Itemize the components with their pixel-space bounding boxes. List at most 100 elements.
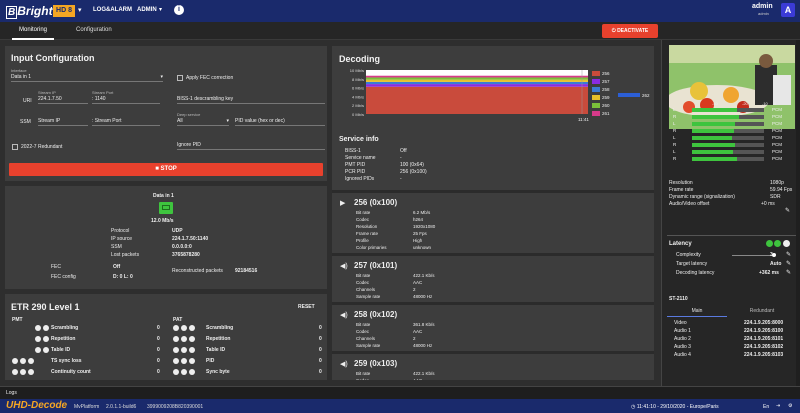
video-camera-icon: ▶ <box>340 200 346 207</box>
video-info-key: Resolution <box>669 180 693 186</box>
latency-title: Latency <box>669 241 692 247</box>
export-icon[interactable]: ⇥ <box>776 403 781 409</box>
meter-unit: PCM <box>772 142 782 147</box>
legend-label: 256 <box>602 71 610 76</box>
chevron-down-icon[interactable]: ▾ <box>78 7 82 14</box>
stream-key: Channels <box>356 336 376 341</box>
footer-version: 2.0.1.1-build6 <box>106 404 137 410</box>
st2110-value: 224.1.9.205:8102 <box>744 344 784 350</box>
edit-icon[interactable]: ✎ <box>786 252 792 258</box>
etr-check-count: 0 <box>157 336 160 342</box>
deep-service-select[interactable]: All ▾ <box>177 118 229 126</box>
y-tick-label: 6 Mb/s <box>352 86 364 91</box>
biss-key-input[interactable]: BISS-1 descrambling key <box>177 96 325 104</box>
status-dot <box>20 358 26 364</box>
stream-value: 422.1 Kb/s <box>413 371 435 376</box>
st2110-key: Audio 4 <box>674 352 691 358</box>
reset-button[interactable]: RESET <box>298 304 315 310</box>
logs-bar[interactable]: Logs <box>0 386 800 399</box>
tab-main[interactable]: Main <box>667 308 727 317</box>
video-info-value: +0 ms <box>761 201 775 207</box>
tab-configuration[interactable]: Configuration <box>76 27 112 33</box>
footer-brand: UHD-Decode <box>6 400 68 411</box>
footer-platform: MvPlatform <box>74 404 100 410</box>
status-dot <box>43 347 49 353</box>
meter-track <box>692 122 764 126</box>
fec-checkbox[interactable] <box>177 75 183 81</box>
meter-channel: R <box>673 142 677 147</box>
tab-monitoring[interactable]: Monitoring <box>12 27 54 40</box>
stream-port-input[interactable]: : 1140 <box>92 96 160 104</box>
stream-title: 258 (0x102) <box>354 310 398 319</box>
stats-title: Data in 1 <box>153 193 174 199</box>
status-dot <box>181 347 187 353</box>
y-tick-label: 10 Mb/s <box>350 68 364 73</box>
chevron-down-icon: ▾ <box>226 118 229 124</box>
ignore-pid-input[interactable]: Ignore PID <box>177 142 325 150</box>
input-stats-panel: Data in 1 12.0 Mb/s FEC Off FEC config D… <box>5 186 327 289</box>
nav-log-alarm[interactable]: LOG&ALARM <box>93 7 132 13</box>
deep-service-label: Deep service <box>177 112 201 117</box>
status-dot <box>173 358 179 364</box>
redundant-checkbox[interactable] <box>12 144 18 150</box>
stream-value: 48000 Hz <box>413 343 433 348</box>
etr-check-count: 0 <box>319 336 322 342</box>
interface-select[interactable]: Data in 1 ▾ <box>11 74 163 82</box>
etr-check-count: 0 <box>157 347 160 353</box>
ssm-port-input[interactable]: : Stream Port <box>92 118 160 126</box>
st2110-value: 224.1.9.205:8100 <box>744 328 784 334</box>
x-tick-label: 11:41 <box>578 117 589 122</box>
legend-label: 259 <box>602 95 610 100</box>
pid-input[interactable]: PID value (hex or dec) <box>235 118 325 126</box>
nav-admin[interactable]: ADMIN <box>137 7 157 13</box>
info-icon[interactable]: i <box>174 5 184 15</box>
status-dot <box>189 358 195 364</box>
edit-icon[interactable]: ✎ <box>785 208 791 214</box>
status-dot <box>35 336 41 342</box>
sidebar-scrollbar[interactable] <box>796 40 800 386</box>
latency-status <box>766 240 790 249</box>
complexity-slider[interactable] <box>732 253 776 257</box>
edit-icon[interactable]: ✎ <box>786 270 792 276</box>
stream-ip-input[interactable]: 224.1.7.50 <box>38 96 88 104</box>
avatar[interactable]: A <box>781 3 795 17</box>
user-role: admin <box>758 11 769 16</box>
status-dot <box>774 240 782 247</box>
video-info-key: Dynamic range (signalization) <box>669 194 735 200</box>
meter-unit: PCM <box>772 114 782 119</box>
stats-value: UDP <box>172 228 183 234</box>
settings-icon[interactable]: ⚙ <box>788 403 793 409</box>
etr-check-count: 0 <box>319 369 322 375</box>
latency-value: +362 ms <box>759 270 779 276</box>
chevron-down-icon[interactable]: ▾ <box>159 7 163 13</box>
status-dot <box>173 336 179 342</box>
language-select[interactable]: En <box>763 404 770 410</box>
service-key: Ignored PIDs <box>345 176 375 182</box>
meter-channel: R <box>673 156 677 161</box>
meter-unit: PCM <box>772 135 782 140</box>
st2110-value: 224.1.9.205:8000 <box>744 320 784 326</box>
service-value: 256 (0x100) <box>400 169 427 175</box>
decoding-panel: Decoding 10 Mb/s 8 Mb/s 6 Mb/s 4 Mb/s 2 Mb/s… <box>332 46 654 380</box>
stream-key: Codec <box>356 378 369 380</box>
latency-key: Target latency <box>676 261 708 267</box>
status-dot <box>181 369 187 375</box>
series-area-260 <box>366 77 588 80</box>
status-dot <box>43 325 49 331</box>
status-dot <box>28 358 34 364</box>
status-dots <box>12 358 36 366</box>
service-key: PCR PID <box>345 169 366 175</box>
stream-value: 422.1 Kb/s <box>413 273 435 278</box>
meter-track <box>692 143 764 147</box>
edit-icon[interactable]: ✎ <box>786 261 792 267</box>
latency-value: 3 <box>770 252 773 258</box>
stop-button[interactable]: ■ STOP <box>9 163 323 176</box>
module-badge[interactable]: HD 8 <box>53 5 75 17</box>
ssm-label: SSM <box>20 119 31 125</box>
input-configuration-panel: Input Configuration Interface Data in 1 ▾… <box>5 46 327 181</box>
decoding-title: Decoding <box>339 54 381 64</box>
ssm-ip-input[interactable]: Stream IP <box>38 118 88 126</box>
tab-redundant[interactable]: Redundant <box>749 308 775 314</box>
stream-title: 259 (0x103) <box>354 359 398 368</box>
deactivate-button[interactable]: ⏻ DEACTIVATE <box>602 24 658 38</box>
